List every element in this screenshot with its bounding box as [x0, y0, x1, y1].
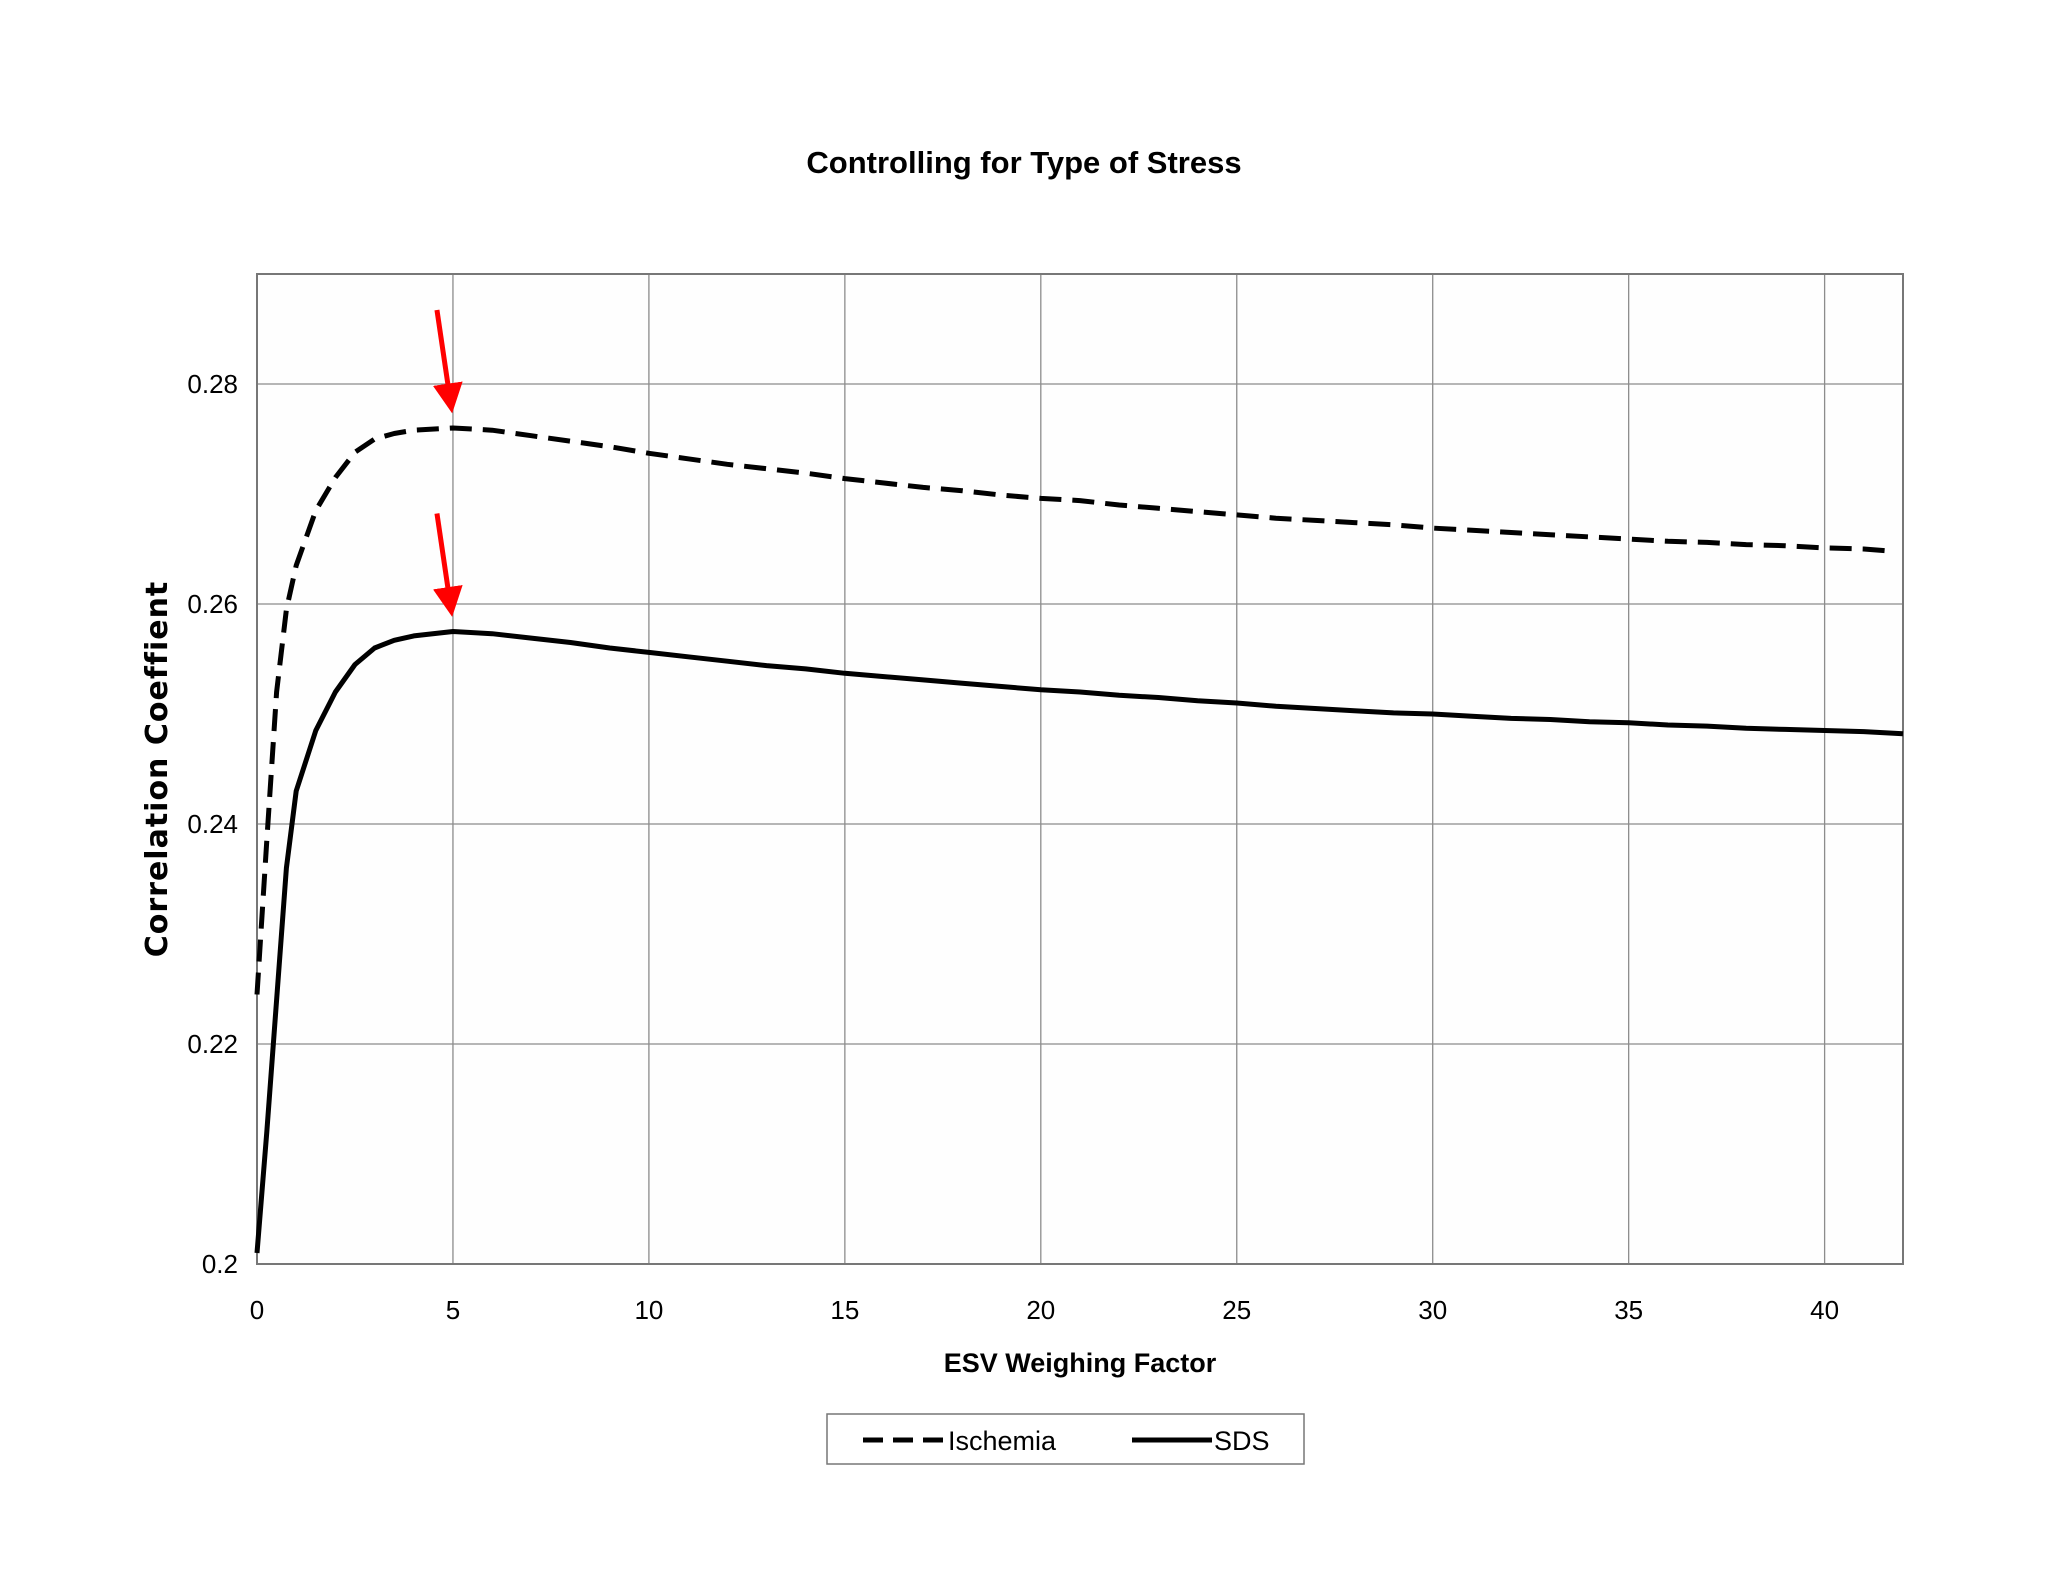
x-tick-label: 15 [830, 1295, 859, 1325]
y-tick-label: 0.24 [187, 809, 238, 839]
y-axis-label: Correlation Coeffient [140, 581, 175, 958]
annotation-arrow [432, 513, 463, 617]
legend: Ischemia SDS [826, 1413, 1305, 1465]
legend-label-ischemia: Ischemia [948, 1426, 1057, 1456]
x-tick-label: 5 [446, 1295, 460, 1325]
series [254, 425, 1904, 1254]
y-tick-label: 0.22 [187, 1029, 238, 1059]
x-tick-label: 20 [1026, 1295, 1055, 1325]
plot-area [257, 274, 1903, 1264]
grid [257, 274, 1903, 1264]
annotation-arrow [432, 309, 463, 414]
chart-title: Controlling for Type of Stress [806, 145, 1241, 180]
series-line-ischemia [254, 425, 1892, 995]
legend-box [826, 1413, 1305, 1465]
x-axis-label: ESV Weighing Factor [944, 1348, 1217, 1378]
legend-label-sds: SDS [1214, 1426, 1270, 1456]
y-tick-label: 0.2 [202, 1249, 238, 1279]
y-tick-label: 0.28 [187, 369, 238, 399]
x-tick-label: 40 [1810, 1295, 1839, 1325]
x-tick-label: 25 [1222, 1295, 1251, 1325]
y-tick-label: 0.26 [187, 589, 238, 619]
x-ticks: 0 5 10 15 20 25 30 35 40 [250, 1295, 1839, 1325]
y-ticks: 0.2 0.22 0.24 0.26 0.28 [187, 369, 238, 1279]
x-tick-label: 10 [634, 1295, 663, 1325]
x-tick-label: 0 [250, 1295, 264, 1325]
series-line-sds [254, 629, 1904, 1254]
x-tick-label: 35 [1614, 1295, 1643, 1325]
plot-area-border [256, 273, 1904, 1265]
x-tick-label: 30 [1418, 1295, 1447, 1325]
annotations [432, 309, 463, 617]
